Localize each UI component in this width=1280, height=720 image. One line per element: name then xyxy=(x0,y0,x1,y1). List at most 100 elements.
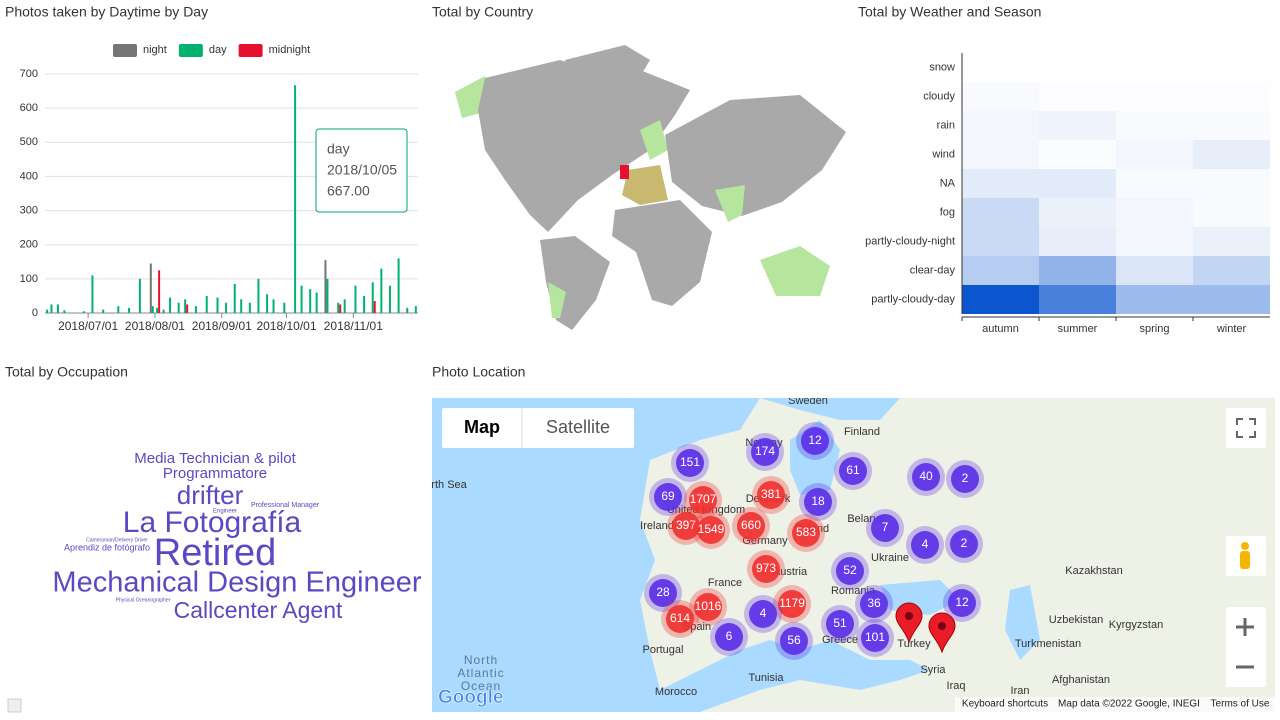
heat-cell xyxy=(1116,285,1193,314)
bar xyxy=(82,311,85,313)
heat-cell xyxy=(1039,53,1116,82)
attribution-bg xyxy=(955,697,1275,712)
zoom-in[interactable] xyxy=(1236,618,1254,636)
cluster[interactable] xyxy=(860,590,888,618)
map-pin[interactable] xyxy=(928,612,956,654)
bar xyxy=(63,310,66,313)
heat-cell xyxy=(1116,111,1193,140)
attribution[interactable]: Keyboard shortcuts xyxy=(962,699,1048,710)
word: Mechanical Design Engineer xyxy=(52,567,421,599)
world-map xyxy=(455,45,846,330)
bar xyxy=(240,299,243,313)
menu-icon[interactable] xyxy=(7,698,22,713)
cluster[interactable] xyxy=(689,486,717,514)
country xyxy=(715,185,745,222)
cluster[interactable] xyxy=(715,623,743,651)
tooltip-date: 2018/10/05 xyxy=(327,162,397,178)
place-label: Afghanistan xyxy=(1052,674,1110,686)
cluster[interactable] xyxy=(861,624,889,652)
cluster[interactable] xyxy=(839,457,867,485)
panel-title: Photo Location xyxy=(432,364,525,380)
cluster-label: 1549 xyxy=(698,522,725,536)
panel-title: Photos taken by Daytime by Day xyxy=(5,4,208,20)
place-label: Kazakhstan xyxy=(1065,565,1122,577)
cluster-label: 12 xyxy=(808,433,822,447)
cluster-label: 40 xyxy=(919,469,933,483)
cluster[interactable] xyxy=(826,610,854,638)
map-button[interactable]: Map xyxy=(464,417,500,437)
x-tick-label: 2018/11/01 xyxy=(324,319,383,333)
country xyxy=(478,60,690,232)
cluster[interactable] xyxy=(757,481,785,509)
bar xyxy=(91,275,94,313)
bar xyxy=(248,302,251,313)
cluster[interactable] xyxy=(666,605,694,633)
map-pin-dot xyxy=(905,612,913,620)
sea xyxy=(432,398,760,712)
cluster-label: 1179 xyxy=(779,596,805,610)
heat-cell xyxy=(1116,256,1193,285)
country xyxy=(548,282,566,318)
country xyxy=(760,246,830,296)
cluster[interactable] xyxy=(694,593,722,621)
y-category-label: cloudy xyxy=(923,90,955,102)
place-label: Austria xyxy=(773,566,808,578)
heat-cell xyxy=(1193,111,1270,140)
bar xyxy=(363,295,366,313)
place-label: Uzbekistan xyxy=(1049,614,1103,626)
place-label: Atlantic xyxy=(457,666,504,680)
heat-cell xyxy=(1039,82,1116,111)
heat-cell xyxy=(1039,198,1116,227)
heat-cell xyxy=(962,198,1039,227)
place-label: Iraq xyxy=(947,680,966,692)
attribution: Map data ©2022 Google, INEGI xyxy=(1058,699,1200,710)
bar xyxy=(233,283,236,313)
map-pin[interactable] xyxy=(895,602,923,644)
satellite-button[interactable]: Satellite xyxy=(546,417,610,437)
cluster[interactable] xyxy=(697,516,725,544)
cluster[interactable] xyxy=(676,449,704,477)
cluster[interactable] xyxy=(649,579,677,607)
cluster[interactable] xyxy=(654,483,682,511)
fullscreen-button[interactable] xyxy=(1226,408,1266,448)
cluster[interactable] xyxy=(751,438,779,466)
cluster[interactable] xyxy=(951,465,979,493)
place-label: North xyxy=(464,653,498,667)
cluster[interactable] xyxy=(871,514,899,542)
cluster[interactable] xyxy=(749,600,777,628)
cluster[interactable] xyxy=(950,530,978,558)
place-label: Ocean xyxy=(461,679,501,693)
bar xyxy=(128,307,131,313)
x-category-label: spring xyxy=(1140,323,1170,335)
cluster[interactable] xyxy=(792,519,820,547)
place-label: Turkey xyxy=(897,638,931,650)
cluster[interactable] xyxy=(752,555,780,583)
cluster[interactable] xyxy=(948,589,976,617)
pegman-head xyxy=(1241,542,1249,550)
cluster[interactable] xyxy=(778,590,806,618)
heat-cell xyxy=(1116,169,1193,198)
cluster[interactable] xyxy=(804,488,832,516)
bar xyxy=(158,270,161,313)
place-label: Finland xyxy=(844,426,880,438)
bar xyxy=(339,304,342,313)
cluster[interactable] xyxy=(672,512,700,540)
cluster-label: 52 xyxy=(843,563,857,577)
cluster[interactable] xyxy=(737,512,765,540)
word-cloud: Media Technician & pilotProgrammatoredri… xyxy=(52,450,421,623)
x-tick-label: 2018/07/01 xyxy=(58,319,118,333)
bar xyxy=(138,278,141,313)
word: Media Technician & pilot xyxy=(134,450,296,467)
x-tick-label: 2018/09/01 xyxy=(192,319,252,333)
attribution[interactable]: Terms of Use xyxy=(1211,699,1270,710)
cluster[interactable] xyxy=(801,427,829,455)
cluster[interactable] xyxy=(911,531,939,559)
cluster[interactable] xyxy=(912,463,940,491)
cluster[interactable] xyxy=(836,557,864,585)
cluster[interactable] xyxy=(780,627,808,655)
heat-cell xyxy=(1116,53,1193,82)
y-category-label: partly-cloudy-day xyxy=(871,293,955,305)
cluster-label: 61 xyxy=(846,463,860,477)
country xyxy=(612,200,712,306)
map-pin-dot xyxy=(938,622,946,630)
